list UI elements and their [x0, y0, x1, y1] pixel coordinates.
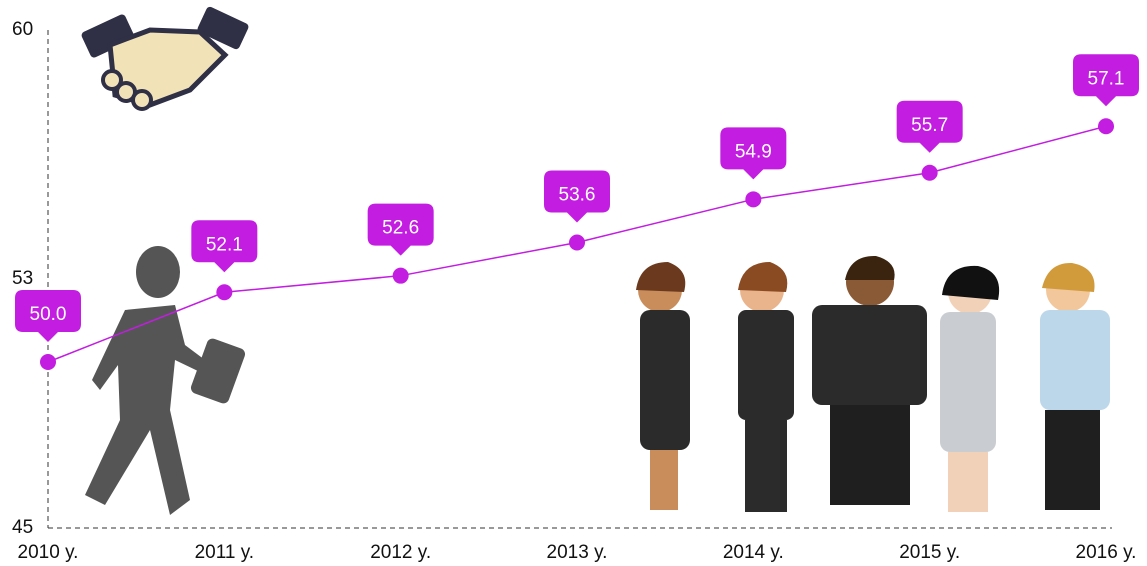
value-label: 54.9	[735, 141, 772, 162]
value-label: 55.7	[911, 115, 948, 136]
value-callout	[1073, 54, 1139, 107]
data-point	[745, 191, 762, 208]
x-tick-label: 2016 y.	[1076, 542, 1137, 563]
value-callout	[544, 170, 610, 223]
x-tick-label: 2014 y.	[723, 542, 784, 563]
value-callout	[15, 290, 81, 342]
data-point	[921, 164, 938, 181]
data-point	[40, 354, 56, 370]
handshake-icon	[81, 6, 249, 111]
x-tick-label: 2011 y.	[195, 542, 255, 563]
x-tick-label: 2012 y.	[370, 542, 431, 563]
y-tick-label: 60	[12, 19, 33, 40]
data-point	[1098, 118, 1114, 135]
y-tick-label: 45	[12, 517, 33, 538]
axes	[47, 30, 1112, 529]
value-callout	[191, 220, 258, 273]
x-tick-label: 2015 y.	[899, 542, 960, 563]
value-label: 57.1	[1088, 68, 1125, 89]
value-label: 52.6	[382, 218, 419, 239]
x-tick-label: 2013 y.	[547, 542, 608, 563]
data-point	[569, 234, 585, 251]
people-group	[636, 255, 1110, 512]
value-label: 50.0	[30, 304, 67, 325]
walking-man	[85, 246, 246, 515]
value-callout	[367, 203, 434, 256]
data-point	[392, 267, 409, 284]
data-point	[216, 284, 233, 301]
value-label: 53.6	[559, 184, 596, 205]
value-callout	[720, 127, 787, 180]
value-callout	[896, 100, 963, 153]
x-tick-label: 2010 y.	[18, 542, 79, 563]
y-tick-label: 53	[12, 268, 33, 289]
value-label: 52.1	[206, 234, 243, 255]
